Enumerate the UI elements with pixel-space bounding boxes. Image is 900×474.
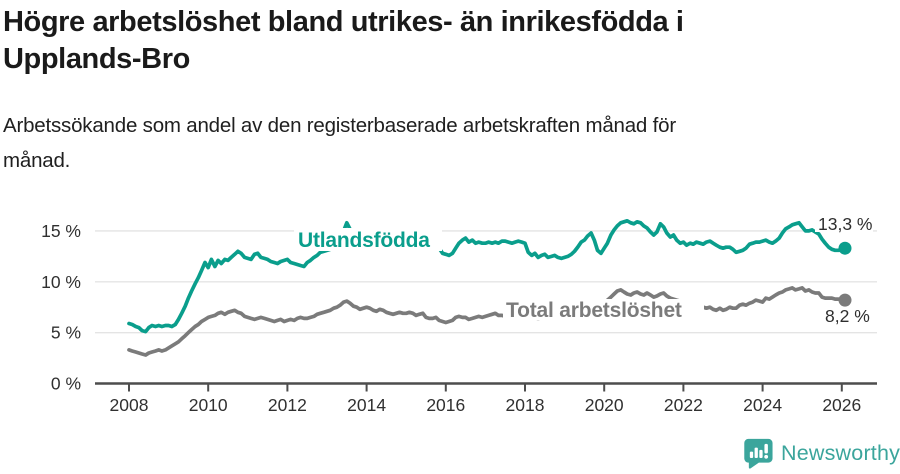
series-label-mask-0 bbox=[294, 228, 442, 251]
series-label-0: Utlandsfödda bbox=[298, 229, 430, 252]
x-tick-label: 2022 bbox=[664, 395, 703, 415]
x-tick-label: 2012 bbox=[268, 395, 307, 415]
series-line-1 bbox=[127, 286, 847, 357]
page-title-line-1: Högre arbetslöshet bland utrikes- än inr… bbox=[3, 6, 684, 38]
series-end-value-0: 13,3 % bbox=[818, 214, 872, 234]
page-subtitle-line-1: Arbetssökande som andel av den registerb… bbox=[3, 114, 676, 137]
x-tick-label: 2016 bbox=[426, 395, 465, 415]
page-subtitle: Arbetssökande som andel av den registerb… bbox=[3, 108, 863, 178]
series-end-value-1: 8,2 % bbox=[825, 306, 870, 326]
series-line-0 bbox=[127, 218, 847, 334]
brand-name: Newsworthy bbox=[781, 441, 900, 465]
x-tick-label: 2026 bbox=[822, 395, 861, 415]
series-label-1: Total arbetslöshet bbox=[506, 299, 682, 322]
x-tick-label: 2014 bbox=[347, 395, 386, 415]
brand-footer: Newsworthy bbox=[742, 437, 900, 470]
x-tick-label: 2018 bbox=[506, 395, 545, 415]
end-label-mask-1 bbox=[820, 308, 872, 325]
page-title: Högre arbetslöshet bland utrikes- än inr… bbox=[3, 4, 883, 78]
y-tick-label: 15 % bbox=[41, 221, 81, 241]
x-tick-label: 2008 bbox=[110, 395, 149, 415]
page-title-line-2: Upplands-Bro bbox=[3, 43, 190, 75]
y-tick-label: 0 % bbox=[51, 374, 81, 394]
series-label-mask-1 bbox=[503, 299, 704, 320]
y-tick-label: 5 % bbox=[51, 323, 81, 343]
y-tick-label: 10 % bbox=[41, 272, 81, 292]
end-label-mask-0 bbox=[815, 216, 873, 232]
x-tick-label: 2020 bbox=[585, 395, 624, 415]
x-tick-label: 2024 bbox=[743, 395, 782, 415]
series-end-dot-1 bbox=[838, 293, 852, 307]
page-subtitle-line-2: månad. bbox=[3, 149, 71, 172]
series-end-dot-0 bbox=[838, 241, 852, 255]
newsworthy-chart-bubble-icon bbox=[744, 438, 773, 469]
x-tick-label: 2010 bbox=[189, 395, 228, 415]
